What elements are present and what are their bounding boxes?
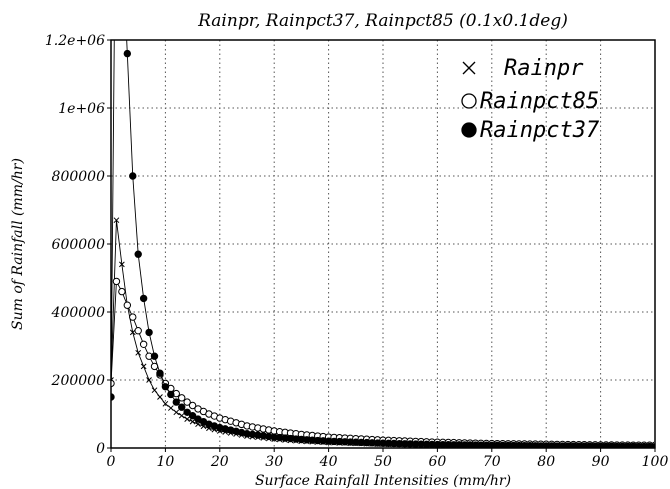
x-tick-label: 30 [265, 454, 283, 470]
data-point [178, 412, 185, 419]
data-point [140, 363, 147, 370]
legend-marker [461, 122, 477, 138]
x-tick-label: 80 [537, 454, 555, 470]
x-tick-label: 70 [483, 454, 501, 470]
data-point [123, 301, 132, 309]
data-point [178, 403, 186, 411]
data-point [167, 390, 175, 399]
data-point [129, 313, 137, 321]
y-tick-label: 400000 [51, 305, 106, 321]
data-point [145, 328, 153, 337]
legend-marker [462, 61, 476, 75]
y-tick-label: 0 [96, 441, 105, 457]
data-point [173, 409, 180, 416]
x-axis-label: Surface Rainfall Intensities (mm/hr) [255, 473, 511, 489]
data-point [113, 217, 120, 224]
data-point [195, 421, 201, 428]
data-point [183, 408, 191, 416]
data-point [189, 418, 196, 425]
legend: Rainpr Rainpct85 Rainpct37 [461, 56, 600, 143]
x-tick-label: 10 [156, 454, 174, 470]
data-point [111, 393, 115, 401]
data-point [118, 287, 126, 296]
data-point [162, 400, 169, 407]
data-point [139, 340, 148, 348]
x-tick-label: 0 [107, 454, 116, 470]
legend-label: Rainpct37 [480, 118, 600, 143]
data-point [123, 49, 132, 58]
data-point [178, 394, 186, 402]
data-point [188, 412, 197, 420]
data-point [156, 369, 164, 377]
data-point [129, 172, 137, 180]
data-point [172, 398, 180, 406]
data-point [157, 394, 163, 400]
legend-label: Rainpr [504, 56, 584, 81]
data-point [150, 352, 159, 360]
x-tick-label: 50 [374, 454, 392, 470]
legend-marker [461, 93, 477, 109]
data-point [119, 261, 125, 268]
data-point [139, 294, 148, 303]
data-point [651, 442, 655, 448]
series-rainpct37 [111, 40, 655, 448]
grid [111, 40, 655, 448]
y-tick-label: 1e+06 [58, 101, 105, 117]
data-point [188, 401, 197, 410]
data-point [183, 398, 191, 406]
data-point [184, 416, 191, 422]
axis-ticks: 0 10 20 30 40 50 60 70 80 90 100 0 200000 400000 60000… [45, 33, 669, 470]
data-point [134, 250, 142, 258]
y-tick-label: 800000 [52, 169, 106, 185]
data-point [135, 349, 142, 356]
x-tick-label: 100 [642, 454, 669, 470]
y-tick-label: 200000 [51, 373, 106, 389]
data-point [134, 327, 142, 335]
legend-label: Rainpct85 [480, 89, 599, 114]
x-tick-label: 40 [319, 454, 338, 470]
data-point [161, 383, 170, 391]
series-layer [111, 40, 655, 448]
x-tick-label: 20 [210, 454, 229, 470]
x-tick-label: 60 [428, 454, 446, 470]
data-point [112, 277, 121, 286]
data-point [129, 329, 136, 336]
data-point [146, 377, 152, 383]
y-axis-label: Sum of Rainfall (mm/hr) [10, 158, 26, 330]
x-tick-label: 90 [592, 454, 610, 470]
y-tick-label: 600000 [52, 237, 106, 253]
y-tick-label: 1.2e+06 [45, 33, 105, 49]
data-point [151, 387, 158, 394]
data-point [167, 405, 174, 411]
chart-title: Rainpr, Rainpct37, Rainpct85 (0.1x0.1deg… [197, 11, 568, 31]
